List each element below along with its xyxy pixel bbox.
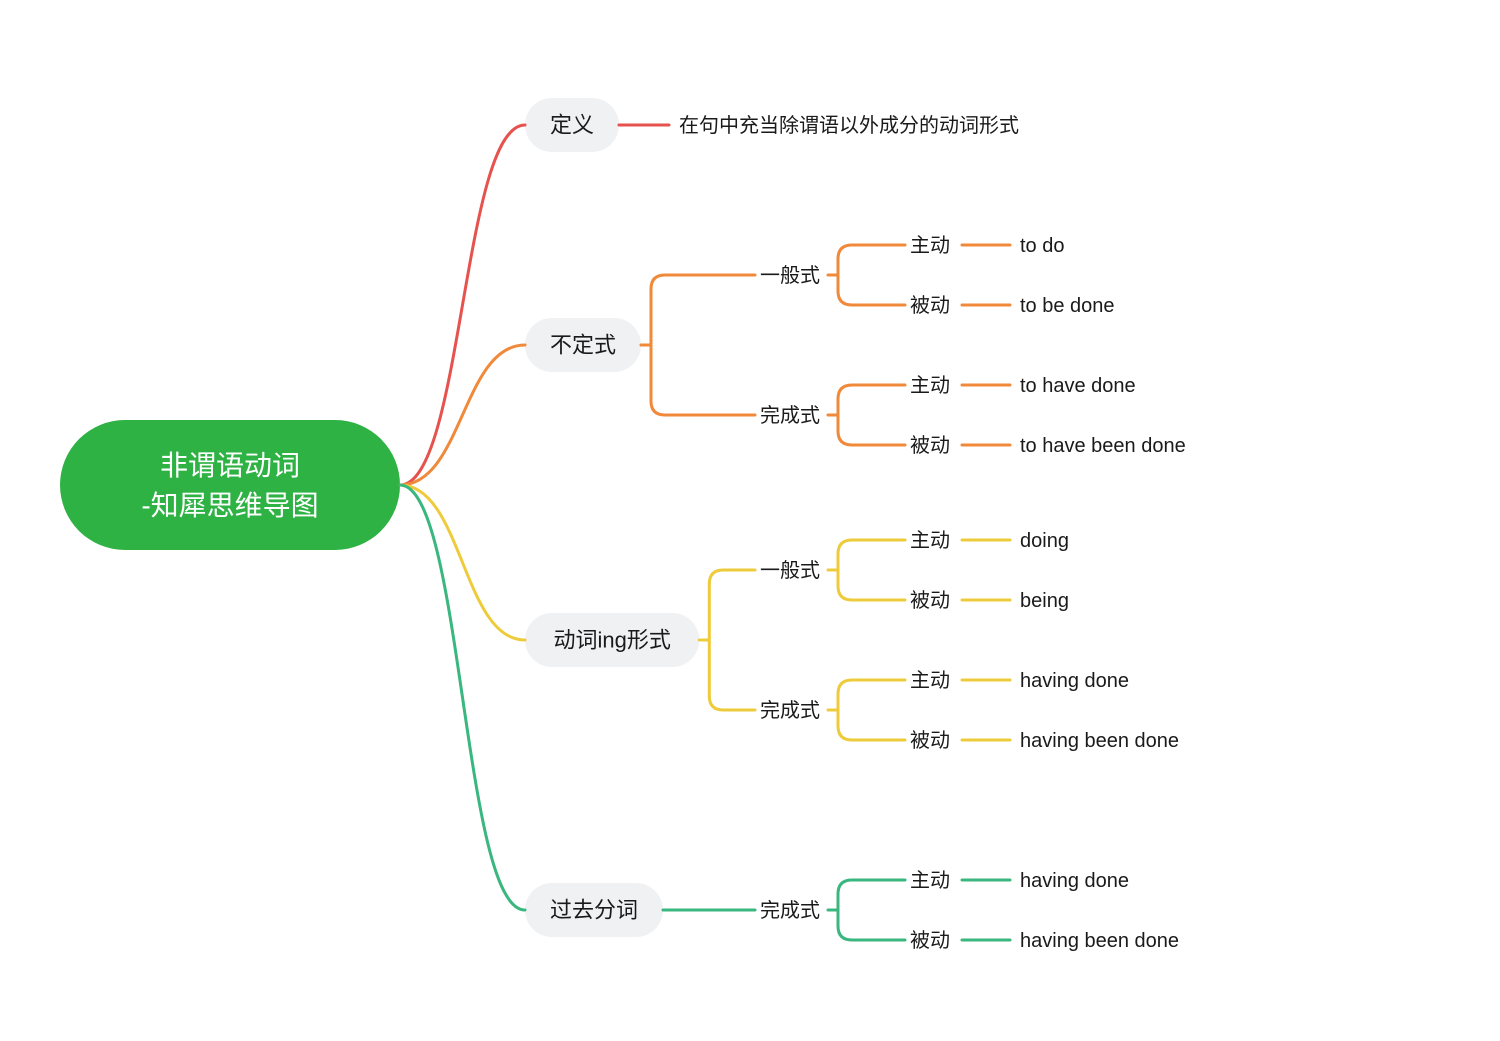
branch-3-tense-0-voice-0-leaf: having done bbox=[1020, 870, 1129, 892]
connector bbox=[400, 125, 525, 485]
root-title-line1: 非谓语动词 bbox=[160, 450, 300, 481]
connector bbox=[838, 586, 905, 600]
connector bbox=[838, 385, 905, 399]
connector bbox=[709, 696, 755, 710]
branch-2-tense-0-voice-1: 被动 bbox=[910, 589, 950, 612]
connector bbox=[838, 245, 905, 259]
branch-2-tense-1-voice-0: 主动 bbox=[910, 669, 950, 692]
connector bbox=[838, 926, 905, 940]
branch-1-tense-1: 完成式 bbox=[760, 404, 820, 427]
branch-3-tense-0: 完成式 bbox=[760, 899, 820, 922]
branch-1-tense-0-voice-0-leaf: to do bbox=[1020, 235, 1064, 257]
branch-1-tense-0-voice-1: 被动 bbox=[910, 294, 950, 317]
branch-1-tense-1-voice-1-leaf: to have been done bbox=[1020, 435, 1186, 457]
branch-2-tense-0-voice-0-leaf: doing bbox=[1020, 530, 1069, 552]
branch-2-tense-0-voice-1-leaf: being bbox=[1020, 590, 1069, 612]
branch-3-tense-0-voice-1: 被动 bbox=[910, 929, 950, 952]
branch-1-tense-1-voice-0-leaf: to have done bbox=[1020, 375, 1136, 397]
branch-1-tense-0-voice-1-leaf: to be done bbox=[1020, 295, 1115, 317]
connector bbox=[838, 291, 905, 305]
branch-1-label: 不定式 bbox=[550, 333, 616, 358]
connector bbox=[838, 880, 905, 894]
branch-2-tense-1-voice-1-leaf: having been done bbox=[1020, 730, 1179, 752]
branch-3-tense-0-voice-1-leaf: having been done bbox=[1020, 930, 1179, 952]
connector bbox=[838, 726, 905, 740]
branch-2-tense-1-voice-0-leaf: having done bbox=[1020, 670, 1129, 692]
connector bbox=[400, 485, 525, 640]
branch-1-tense-0-voice-0: 主动 bbox=[910, 234, 950, 257]
root-title-line2: -知犀思维导图 bbox=[141, 490, 318, 521]
connector bbox=[400, 345, 525, 485]
branch-2-tense-0-voice-0: 主动 bbox=[910, 529, 950, 552]
branch-1-tense-1-voice-1: 被动 bbox=[910, 434, 950, 457]
connector bbox=[838, 431, 905, 445]
branch-2-label: 动词ing形式 bbox=[553, 628, 670, 653]
mindmap-canvas: 非谓语动词-知犀思维导图定义在句中充当除谓语以外成分的动词形式不定式一般式主动t… bbox=[0, 0, 1500, 1041]
branch-2-tense-1-voice-1: 被动 bbox=[910, 729, 950, 752]
connector bbox=[651, 401, 755, 415]
connector bbox=[838, 680, 905, 694]
branch-3-label: 过去分词 bbox=[550, 898, 638, 923]
connector bbox=[838, 540, 905, 554]
connector bbox=[400, 485, 525, 910]
branch-1-tense-0: 一般式 bbox=[760, 264, 820, 287]
connector bbox=[651, 275, 755, 289]
branch-0-leaf: 在句中充当除谓语以外成分的动词形式 bbox=[679, 114, 1019, 137]
branch-0-label: 定义 bbox=[550, 113, 594, 138]
branch-1-tense-1-voice-0: 主动 bbox=[910, 374, 950, 397]
branch-2-tense-0: 一般式 bbox=[760, 559, 820, 582]
branch-2-tense-1: 完成式 bbox=[760, 699, 820, 722]
branch-3-tense-0-voice-0: 主动 bbox=[910, 869, 950, 892]
connector bbox=[709, 570, 755, 584]
root-node bbox=[60, 420, 400, 550]
